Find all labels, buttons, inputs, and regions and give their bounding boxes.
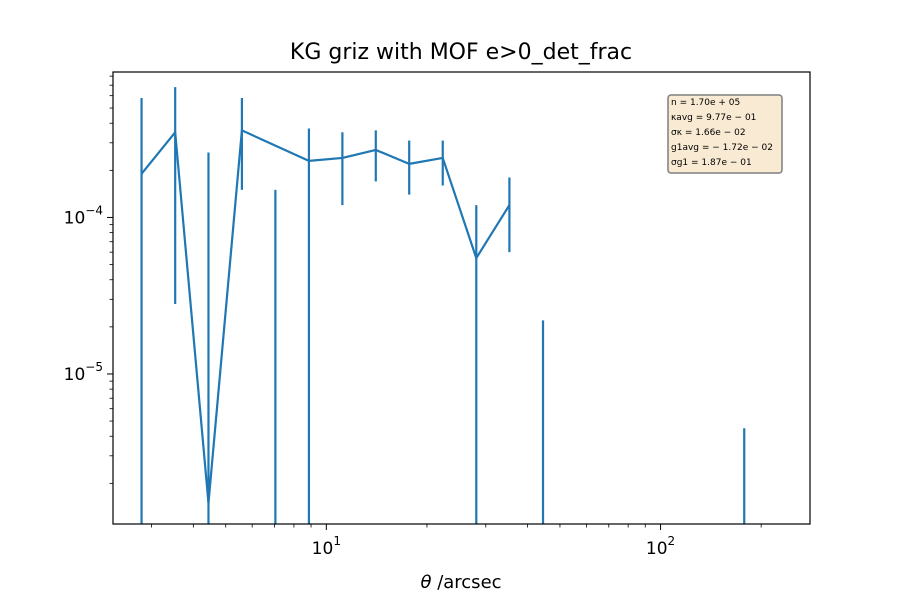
x-axis-label-unit: /arcsec (431, 572, 501, 593)
stats-box-frame (667, 94, 783, 174)
stats-line: n = 1.70e + 05 (671, 98, 740, 108)
y-tick-label-exponent: −4 (85, 203, 103, 217)
y-tick-label: 10−5 (64, 360, 103, 385)
x-tick-label-exponent: 1 (333, 534, 341, 548)
y-tick-label: 10−4 (64, 203, 103, 228)
x-tick-label: 101 (312, 534, 341, 559)
x-tick-label-base: 10 (312, 539, 334, 559)
axes-frame (112, 71, 811, 525)
x-axis-label-symbol: θ (420, 572, 431, 593)
y-tick-label-exponent: −5 (85, 360, 103, 374)
x-axis-label: θ /arcsec (420, 572, 501, 593)
chart-title: KG griz with MOF e>0_det_frac (290, 40, 632, 65)
x-tick-label-base: 10 (646, 539, 668, 559)
plot-area (140, 87, 746, 524)
x-tick-label: 102 (646, 534, 675, 559)
stats-line: κavg = 9.77e − 01 (671, 113, 756, 123)
y-tick-label-base: 10 (64, 208, 86, 228)
stats-line: σg1 = 1.87e − 01 (671, 158, 752, 168)
stats-line: g1avg = − 1.72e − 02 (671, 143, 773, 153)
stats-line: σκ = 1.66e − 02 (671, 128, 746, 138)
x-tick-label-exponent: 2 (668, 534, 676, 548)
y-tick-label-base: 10 (64, 365, 86, 385)
stats-annotation-box: n = 1.70e + 05 κavg = 9.77e − 01 σκ = 1.66… (667, 94, 783, 174)
